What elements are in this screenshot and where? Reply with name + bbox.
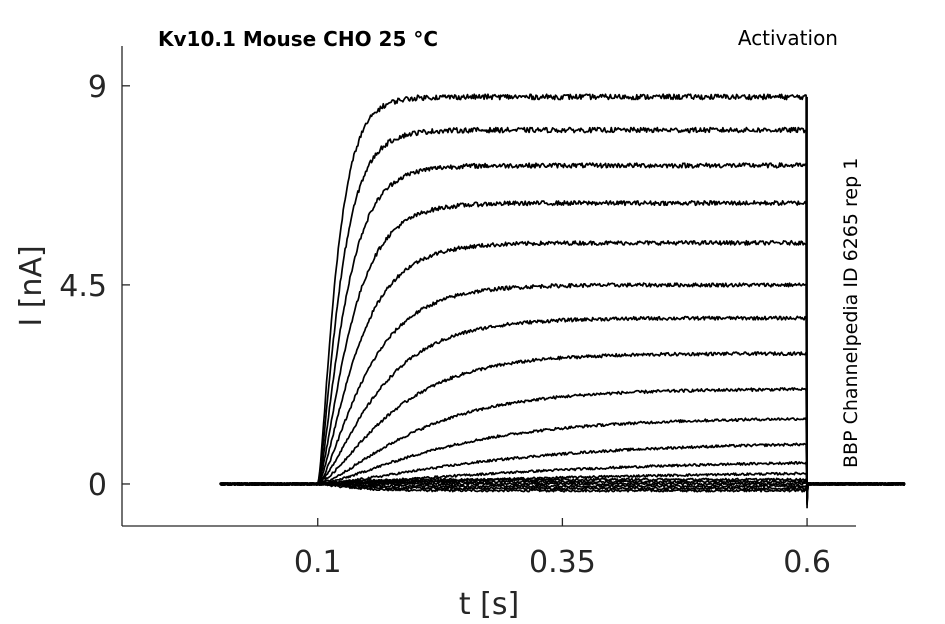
current-trace (219, 416, 906, 496)
protocol-label: Activation (738, 26, 838, 50)
y-tick-label: 9 (88, 70, 107, 105)
x-axis-label: t [s] (459, 587, 519, 622)
current-trace (219, 282, 906, 500)
current-trace (219, 351, 906, 498)
current-trace (219, 200, 905, 503)
x-tick-label: 0.35 (529, 545, 596, 580)
y-ticks: 04.59 (59, 70, 130, 503)
x-tick-label: 0.1 (294, 545, 342, 580)
current-traces (219, 93, 906, 509)
y-tick-label: 0 (88, 468, 107, 503)
source-id-label: BBP Channelpedia ID 6265 rep 1 (840, 158, 862, 468)
current-trace (219, 126, 906, 505)
current-trace (219, 93, 906, 506)
current-trace (219, 315, 905, 499)
x-ticks: 0.1 0.35 0.6 (294, 518, 831, 580)
chart-title: Kv10.1 Mouse CHO 25 °C (158, 27, 438, 51)
y-tick-label: 4.5 (59, 269, 107, 304)
current-trace (219, 387, 906, 497)
y-axis-label: I [nA] (14, 245, 49, 326)
x-tick-label: 0.6 (783, 545, 831, 580)
current-trace (219, 162, 906, 504)
current-trace (219, 239, 906, 502)
current-trace (219, 442, 905, 495)
